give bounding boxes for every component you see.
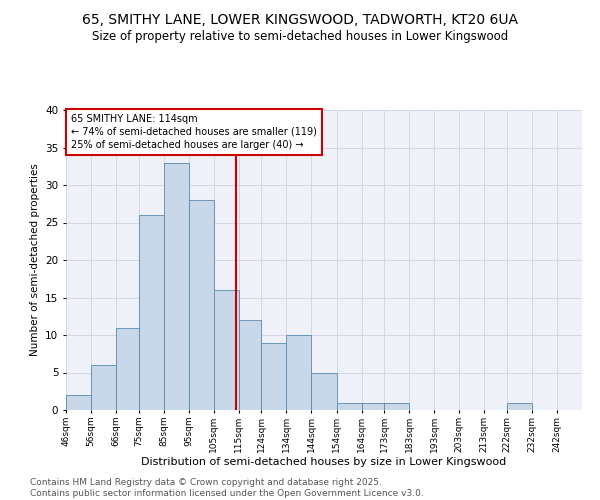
Bar [164, 162, 189, 410]
Bar [311, 372, 337, 410]
Bar [91, 365, 116, 410]
X-axis label: Distribution of semi-detached houses by size in Lower Kingswood: Distribution of semi-detached houses by … [142, 458, 506, 468]
Bar [262, 342, 286, 410]
Bar [139, 215, 164, 410]
Bar [214, 290, 239, 410]
Bar [362, 402, 384, 410]
Bar [239, 320, 262, 410]
Text: Contains HM Land Registry data © Crown copyright and database right 2025.
Contai: Contains HM Land Registry data © Crown c… [30, 478, 424, 498]
Bar [66, 395, 91, 410]
Bar [116, 328, 139, 410]
Bar [507, 402, 532, 410]
Text: Size of property relative to semi-detached houses in Lower Kingswood: Size of property relative to semi-detach… [92, 30, 508, 43]
Bar [286, 335, 311, 410]
Bar [337, 402, 362, 410]
Text: 65, SMITHY LANE, LOWER KINGSWOOD, TADWORTH, KT20 6UA: 65, SMITHY LANE, LOWER KINGSWOOD, TADWOR… [82, 12, 518, 26]
Y-axis label: Number of semi-detached properties: Number of semi-detached properties [29, 164, 40, 356]
Text: 65 SMITHY LANE: 114sqm
← 74% of semi-detached houses are smaller (119)
25% of se: 65 SMITHY LANE: 114sqm ← 74% of semi-det… [71, 114, 317, 150]
Bar [384, 402, 409, 410]
Bar [189, 200, 214, 410]
